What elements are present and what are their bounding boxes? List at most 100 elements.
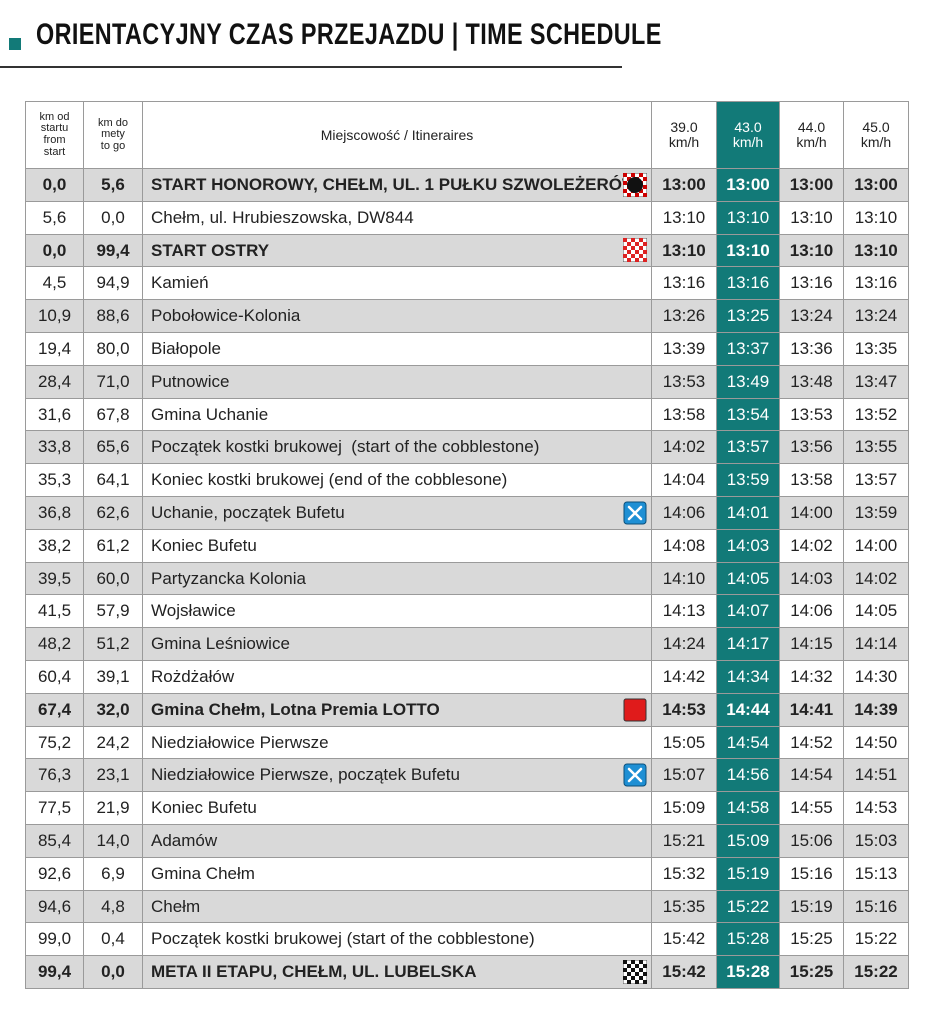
time-45: 13:10 — [843, 200, 909, 235]
time-45: 14:00 — [843, 528, 909, 563]
place-name: Gmina Leśniowice — [142, 627, 652, 661]
time-39: 14:53 — [651, 692, 717, 727]
km-to-go: 0,4 — [83, 922, 143, 957]
time-45: 14:51 — [843, 758, 909, 793]
time-45: 14:05 — [843, 594, 909, 629]
time-43: 14:17 — [716, 627, 780, 661]
time-39: 14:42 — [651, 660, 717, 694]
km-from-start: 19,4 — [25, 332, 84, 366]
km-from-start: 60,4 — [25, 660, 84, 694]
km-from-start: 5,6 — [25, 200, 84, 235]
km-to-go: 6,9 — [83, 856, 143, 891]
time-39: 13:58 — [651, 397, 717, 432]
time-39: 15:42 — [651, 955, 717, 989]
km-from-start: 48,2 — [25, 627, 84, 661]
km-to-go: 14,0 — [83, 824, 143, 858]
time-44: 14:00 — [779, 496, 844, 530]
place-name: Wojsławice — [142, 594, 652, 629]
time-39: 15:07 — [651, 758, 717, 793]
place-name: Gmina Uchanie — [142, 397, 652, 432]
time-44: 14:03 — [779, 561, 844, 596]
time-39: 13:16 — [651, 266, 717, 301]
km-to-go: 23,1 — [83, 758, 143, 793]
time-45: 14:14 — [843, 627, 909, 661]
km-from-start: 10,9 — [25, 299, 84, 333]
time-43: 13:57 — [716, 430, 780, 465]
time-39: 15:05 — [651, 725, 717, 760]
time-45: 15:22 — [843, 922, 909, 957]
time-44: 14:55 — [779, 791, 844, 825]
time-39: 13:53 — [651, 364, 717, 399]
place-name: Niedziałowice Pierwsze, początek Bufetu — [142, 758, 652, 793]
time-43: 13:10 — [716, 200, 780, 235]
column-header: 39.0 km/h — [651, 101, 717, 169]
place-name: Kamień — [142, 266, 652, 301]
place-name: Początek kostki brukowej (start of the c… — [142, 430, 652, 465]
time-39: 15:09 — [651, 791, 717, 825]
time-43: 13:59 — [716, 463, 780, 497]
km-from-start: 4,5 — [25, 266, 84, 301]
km-from-start: 77,5 — [25, 791, 84, 825]
time-44: 13:36 — [779, 332, 844, 366]
time-45: 13:52 — [843, 397, 909, 432]
km-from-start: 38,2 — [25, 528, 84, 563]
place-name: Pobołowice-Kolonia — [142, 299, 652, 333]
time-44: 13:16 — [779, 266, 844, 301]
km-from-start: 99,4 — [25, 955, 84, 989]
km-to-go: 80,0 — [83, 332, 143, 366]
time-43: 14:01 — [716, 496, 780, 530]
title-underline — [0, 66, 622, 68]
km-from-start: 28,4 — [25, 364, 84, 399]
time-43: 15:22 — [716, 889, 780, 924]
time-45: 13:00 — [843, 168, 909, 202]
km-to-go: 65,6 — [83, 430, 143, 465]
time-43: 13:00 — [716, 168, 780, 202]
km-to-go: 51,2 — [83, 627, 143, 661]
place-name: Chełm, ul. Hrubieszowska, DW844 — [142, 200, 652, 235]
km-from-start: 0,0 — [25, 233, 84, 268]
time-44: 15:06 — [779, 824, 844, 858]
time-44: 14:06 — [779, 594, 844, 629]
km-from-start: 41,5 — [25, 594, 84, 629]
column-header: 45.0 km/h — [843, 101, 909, 169]
time-44: 13:53 — [779, 397, 844, 432]
time-45: 14:30 — [843, 660, 909, 694]
time-45: 13:35 — [843, 332, 909, 366]
place-name: Adamów — [142, 824, 652, 858]
place-name: Koniec Bufetu — [142, 791, 652, 825]
column-header: km do mety to go — [83, 101, 143, 169]
km-to-go: 24,2 — [83, 725, 143, 760]
km-from-start: 75,2 — [25, 725, 84, 760]
time-44: 13:58 — [779, 463, 844, 497]
time-44: 14:32 — [779, 660, 844, 694]
time-43: 14:03 — [716, 528, 780, 563]
time-44: 13:24 — [779, 299, 844, 333]
time-44: 13:10 — [779, 233, 844, 268]
time-45: 14:02 — [843, 561, 909, 596]
km-to-go: 67,8 — [83, 397, 143, 432]
time-44: 13:56 — [779, 430, 844, 465]
time-45: 15:22 — [843, 955, 909, 989]
place-name: Chełm — [142, 889, 652, 924]
place-name: START OSTRY — [142, 233, 652, 268]
row-icon — [623, 763, 647, 787]
time-39: 14:04 — [651, 463, 717, 497]
place-name: Rożdżałów — [142, 660, 652, 694]
km-to-go: 32,0 — [83, 692, 143, 727]
time-39: 13:10 — [651, 233, 717, 268]
place-name: Koniec Bufetu — [142, 528, 652, 563]
time-44: 14:15 — [779, 627, 844, 661]
place-name: Putnowice — [142, 364, 652, 399]
time-45: 14:53 — [843, 791, 909, 825]
time-43: 14:07 — [716, 594, 780, 629]
place-name: Niedziałowice Pierwsze — [142, 725, 652, 760]
km-from-start: 99,0 — [25, 922, 84, 957]
time-39: 15:42 — [651, 922, 717, 957]
km-to-go: 21,9 — [83, 791, 143, 825]
row-icon — [623, 172, 647, 197]
time-39: 14:02 — [651, 430, 717, 465]
row-icon — [623, 238, 647, 263]
time-44: 14:52 — [779, 725, 844, 760]
time-45: 15:03 — [843, 824, 909, 858]
time-45: 15:16 — [843, 889, 909, 924]
